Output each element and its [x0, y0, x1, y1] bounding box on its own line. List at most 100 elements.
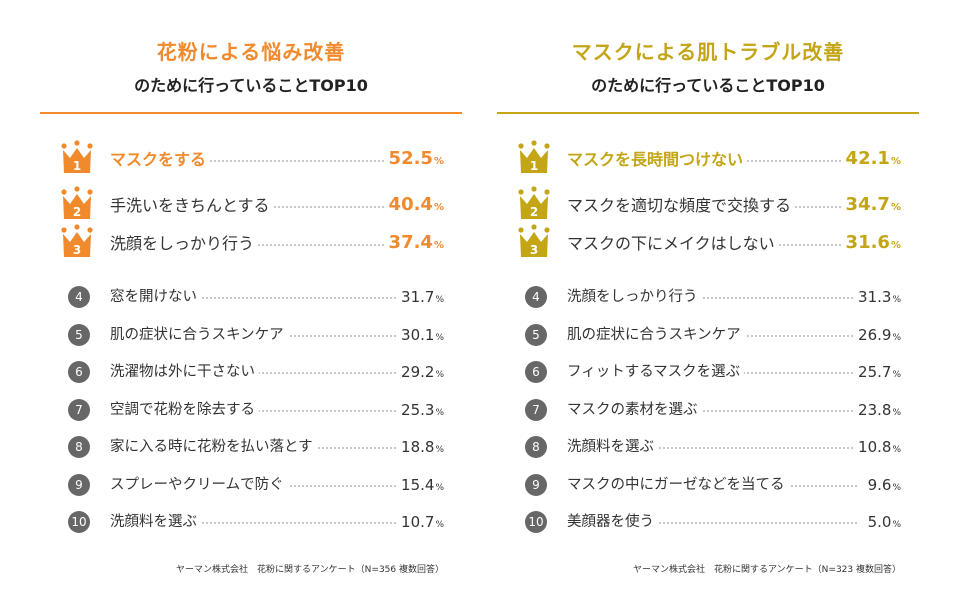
value-unit: % [890, 240, 901, 251]
ranking-row: 7 空調で花粉を除去する 25.3% [40, 395, 462, 425]
item-label: マスクの素材を選ぶ [567, 398, 702, 421]
value-number: 18.8 [401, 438, 435, 456]
item-value: 52.5% [384, 146, 444, 175]
crown-rank-icon: 3 [61, 224, 93, 257]
value-unit: % [435, 295, 444, 305]
rank-number: 3 [73, 243, 81, 257]
item-value: 30.1% [397, 323, 444, 349]
item-label: フィットするマスクを選ぶ [567, 361, 745, 383]
ranking-row: 9 スプレーやクリームで防ぐ 15.4% [40, 470, 462, 500]
leader-dots [567, 447, 857, 449]
value-number: 15.4 [401, 475, 435, 494]
panel-title: マスクによる肌トラブル改善 [571, 40, 845, 64]
rank-number: 2 [73, 205, 81, 219]
item-label: マスクを長時間つけない [567, 147, 748, 173]
leader-dots [110, 160, 400, 162]
item-label: マスクの下にメイクはしない [567, 231, 779, 257]
rank-number: 2 [530, 205, 538, 219]
value-unit: % [892, 520, 901, 530]
item-label: マスクをする [110, 147, 211, 173]
value-unit: % [892, 482, 901, 493]
value-number: 29.2 [401, 363, 435, 381]
crown-rank-icon: 3 [518, 224, 550, 257]
source-note: ヤーマン株式会社 花粉に関するアンケート（N=323 複数回答） [633, 565, 901, 575]
rank-number-badge: 10 [525, 511, 547, 533]
item-value: 15.4% [397, 473, 444, 499]
value-number: 5.0 [867, 513, 892, 531]
value-unit: % [892, 370, 901, 380]
source-note: ヤーマン株式会社 花粉に関するアンケート（N=356 複数回答） [176, 565, 444, 575]
ranking-row: 4 洗顔をしっかり行う 31.3% [497, 282, 919, 312]
value-unit: % [892, 295, 901, 305]
value-number: 40.4 [388, 194, 433, 215]
value-unit: % [433, 156, 444, 167]
title-divider [40, 112, 462, 114]
rank-number-badge: 8 [525, 436, 547, 458]
item-value: 29.2% [397, 361, 444, 386]
ranking-row: 6 洗濯物は外に干さない 29.2% [40, 357, 462, 387]
crown-rank-icon: 1 [61, 140, 93, 173]
item-value: 31.3% [854, 286, 901, 311]
value-unit: % [892, 445, 901, 455]
item-label: 洗顔をしっかり行う [567, 286, 702, 308]
rank-number-badge: 10 [68, 511, 90, 533]
ranking-row: 9 マスクの中にガーゼなどを当てる 9.6% [497, 470, 919, 500]
value-number: 10.8 [858, 438, 892, 456]
value-unit: % [892, 407, 901, 418]
value-number: 42.1 [845, 148, 890, 169]
rank-number-badge: 9 [525, 473, 547, 496]
value-number: 52.5 [388, 148, 433, 169]
value-number: 37.4 [388, 232, 433, 253]
item-label: 肌の症状に合うスキンケア [110, 323, 288, 346]
leader-dots [567, 297, 857, 299]
item-value: 23.8% [854, 398, 901, 424]
value-unit: % [892, 332, 901, 343]
value-unit: % [435, 445, 444, 455]
item-label: スプレーやクリームで防ぐ [110, 473, 288, 496]
rank-number-badge: 7 [68, 398, 90, 421]
value-unit: % [435, 482, 444, 493]
item-label: 洗顔料を選ぶ [567, 436, 658, 458]
value-number: 26.9 [858, 325, 892, 344]
ranking-row: 6 フィットするマスクを選ぶ 25.7% [497, 357, 919, 387]
ranking-row: 3 マスクの下にメイクはしない 31.6% [497, 224, 919, 259]
rank-number: 3 [530, 243, 538, 257]
leader-dots [567, 522, 857, 524]
item-value: 26.9% [854, 323, 901, 349]
item-value: 34.7% [841, 192, 901, 221]
item-label: 家に入る時に花粉を払い落とす [110, 436, 317, 458]
item-value: 25.3% [397, 398, 444, 424]
item-label: 窓を開けない [110, 286, 201, 308]
rank-number-badge: 6 [68, 361, 90, 383]
item-value: 40.4% [384, 192, 444, 221]
rank-number-badge: 6 [525, 361, 547, 383]
value-number: 25.7 [858, 363, 892, 381]
item-label: マスクを適切な頻度で交換する [567, 193, 796, 219]
crown-rank-icon: 2 [518, 186, 550, 219]
item-label: 空調で花粉を除去する [110, 398, 259, 421]
ranking-row: 4 窓を開けない 31.7% [40, 282, 462, 312]
rank-number: 1 [530, 159, 538, 173]
rank-number-badge: 9 [68, 473, 90, 496]
item-value: 18.8% [397, 436, 444, 461]
value-number: 10.7 [401, 513, 435, 531]
value-unit: % [435, 370, 444, 380]
leader-dots [567, 409, 857, 412]
value-unit: % [890, 156, 901, 167]
ranking-row: 8 洗顔料を選ぶ 10.8% [497, 432, 919, 462]
ranking-row: 3 洗顔をしっかり行う 37.4% [40, 224, 462, 259]
item-value: 5.0% [863, 511, 901, 536]
item-value: 42.1% [841, 146, 901, 175]
item-label: 洗顔をしっかり行う [110, 231, 259, 257]
crown-rank-icon: 1 [518, 140, 550, 173]
value-number: 31.6 [845, 232, 890, 253]
value-unit: % [435, 520, 444, 530]
panel-title: 花粉による悩み改善 [156, 40, 346, 64]
item-value: 10.7% [397, 511, 444, 536]
item-value: 31.7% [397, 286, 444, 311]
item-label: 手洗いをきちんとする [110, 193, 274, 219]
item-label: 洗濯物は外に干さない [110, 361, 259, 383]
value-number: 30.1 [401, 325, 435, 344]
ranking-row: 2 マスクを適切な頻度で交換する 34.7% [497, 186, 919, 221]
rank-number-badge: 8 [68, 436, 90, 458]
